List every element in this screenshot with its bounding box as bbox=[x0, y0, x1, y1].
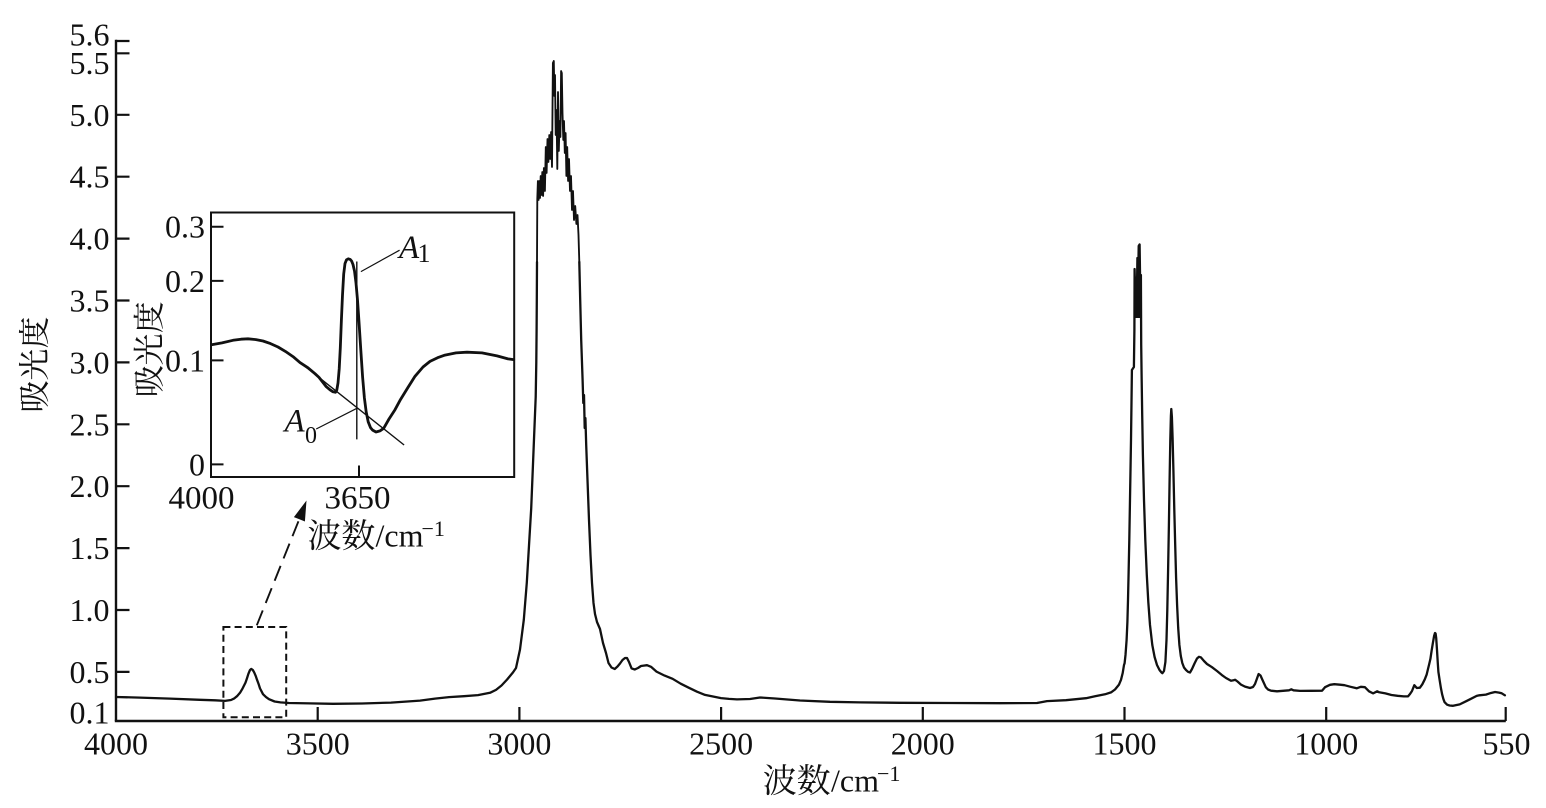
svg-text:3.5: 3.5 bbox=[70, 283, 110, 319]
svg-text:A: A bbox=[283, 404, 306, 440]
svg-text:0.1: 0.1 bbox=[165, 342, 205, 378]
svg-text:/cm: /cm bbox=[376, 518, 424, 554]
svg-text:0: 0 bbox=[189, 446, 205, 482]
svg-text:2.5: 2.5 bbox=[70, 406, 110, 442]
svg-text:3000: 3000 bbox=[487, 726, 551, 762]
svg-text:1.0: 1.0 bbox=[70, 592, 110, 628]
svg-text:5.5: 5.5 bbox=[70, 45, 110, 81]
svg-text:A: A bbox=[397, 230, 420, 266]
svg-text:4.5: 4.5 bbox=[70, 159, 110, 195]
svg-text:1000: 1000 bbox=[1294, 726, 1358, 762]
svg-text:3650: 3650 bbox=[325, 481, 391, 517]
svg-text:5.0: 5.0 bbox=[70, 97, 110, 133]
svg-text:2000: 2000 bbox=[891, 726, 955, 762]
svg-text:1.5: 1.5 bbox=[70, 530, 110, 566]
svg-text:5.6: 5.6 bbox=[70, 17, 110, 53]
svg-text:4000: 4000 bbox=[169, 481, 235, 517]
svg-text:3500: 3500 bbox=[286, 726, 350, 762]
svg-text:0.1: 0.1 bbox=[70, 695, 110, 731]
svg-text:2.0: 2.0 bbox=[70, 468, 110, 504]
svg-text:2500: 2500 bbox=[689, 726, 753, 762]
svg-text:/cm: /cm bbox=[831, 763, 879, 799]
svg-text:1500: 1500 bbox=[1093, 726, 1157, 762]
svg-text:1: 1 bbox=[418, 239, 431, 268]
svg-text:3.0: 3.0 bbox=[70, 344, 110, 380]
svg-text:550: 550 bbox=[1483, 726, 1531, 762]
svg-text:4000: 4000 bbox=[84, 726, 148, 762]
svg-text:0.5: 0.5 bbox=[70, 654, 110, 690]
svg-text:0: 0 bbox=[305, 423, 317, 449]
svg-text:0.2: 0.2 bbox=[165, 263, 205, 299]
svg-text:−1: −1 bbox=[877, 761, 900, 786]
svg-text:−1: −1 bbox=[422, 516, 445, 541]
svg-text:4.0: 4.0 bbox=[70, 221, 110, 257]
svg-text:0.3: 0.3 bbox=[165, 209, 205, 245]
